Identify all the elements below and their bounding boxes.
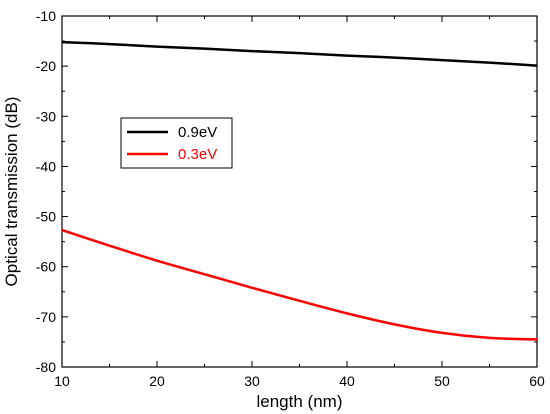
y-tick-label: -30 <box>36 108 56 124</box>
x-tick-label: 20 <box>149 373 165 389</box>
series-line-0-3ev <box>61 228 538 341</box>
series-layer <box>61 40 538 341</box>
y-tick-label: -50 <box>36 209 56 225</box>
y-tick-label: -40 <box>36 158 56 174</box>
y-tick-label: -80 <box>36 359 56 375</box>
legend-label: 0.3eV <box>178 146 217 163</box>
y-tick-label: -20 <box>36 58 56 74</box>
series-line-0-9ev <box>61 40 538 67</box>
x-tick-label: 50 <box>434 373 450 389</box>
y-tick-label: -70 <box>36 309 56 325</box>
x-tick-label: 30 <box>244 373 260 389</box>
y-tick-label: -60 <box>36 259 56 275</box>
x-axis-title: length (nm) <box>257 392 343 411</box>
legend: 0.9eV 0.3eV <box>120 117 233 169</box>
y-tick-label: -10 <box>36 8 56 24</box>
x-tick-label: 40 <box>339 373 355 389</box>
legend-box <box>120 117 233 169</box>
y-axis-title: Optical transmission (dB) <box>2 97 21 287</box>
x-tick-label: 10 <box>54 373 70 389</box>
legend-label: 0.9eV <box>178 124 217 141</box>
axes-layer: 10 20 30 40 50 60 -10 -20 -30 -40 -50 -60 -70 -80 <box>36 8 545 389</box>
x-tick-label: 60 <box>529 373 545 389</box>
